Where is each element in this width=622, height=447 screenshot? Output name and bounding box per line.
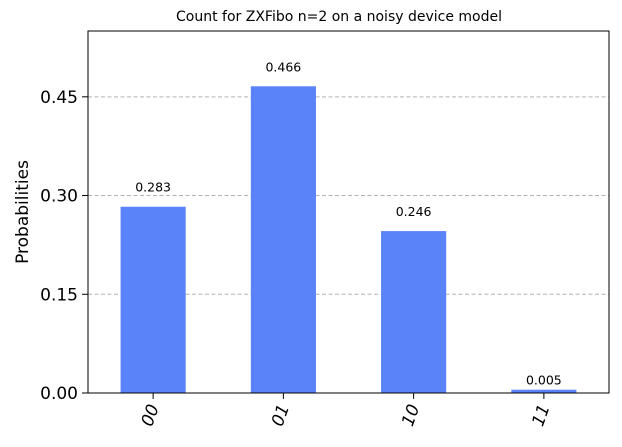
data-labels: 0.283 0.466 0.246 0.005 bbox=[135, 59, 562, 387]
bar bbox=[381, 231, 447, 393]
y-tick-label: 0.00 bbox=[40, 384, 78, 404]
y-tick-label: 0.15 bbox=[40, 285, 78, 305]
bar bbox=[250, 86, 316, 394]
x-tick-label: 11 bbox=[528, 402, 554, 429]
y-tick-label: 0.45 bbox=[40, 88, 78, 108]
bars bbox=[120, 86, 577, 394]
bar bbox=[511, 389, 577, 393]
bar bbox=[120, 206, 186, 393]
data-label: 0.246 bbox=[396, 204, 432, 219]
y-tick-label: 0.30 bbox=[40, 187, 78, 207]
chart-title: Count for ZXFibo n=2 on a noisy device m… bbox=[176, 9, 502, 25]
data-label: 0.005 bbox=[526, 373, 562, 388]
x-tick-label: 10 bbox=[398, 402, 424, 429]
x-tick-label: 00 bbox=[138, 402, 164, 429]
data-label: 0.466 bbox=[265, 59, 301, 74]
data-label: 0.283 bbox=[135, 180, 171, 195]
plot-frame bbox=[87, 30, 610, 394]
y-axis-label: Probabilities bbox=[13, 160, 33, 264]
x-tick-label: 01 bbox=[268, 402, 294, 429]
